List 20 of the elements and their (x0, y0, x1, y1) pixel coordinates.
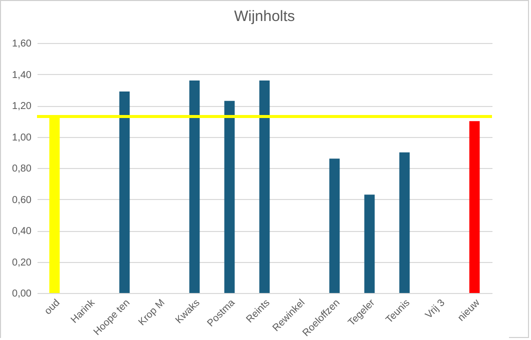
bar (119, 91, 130, 293)
bar (329, 158, 340, 293)
bar (259, 80, 270, 293)
y-tick-label: 1,00 (12, 132, 32, 144)
y-tick-label: 1,40 (12, 70, 32, 81)
y-tick-label: 0,40 (12, 226, 32, 237)
y-tick-label: 0,20 (12, 257, 32, 268)
y-tick-label: 0,80 (12, 164, 32, 174)
chart-title: Wijnholts (234, 8, 295, 25)
x-tick-label: oud (42, 298, 62, 318)
bar (224, 100, 235, 293)
y-tick-label: 1,20 (12, 101, 32, 112)
y-tick-label: 0,00 (12, 288, 32, 300)
bar (189, 80, 200, 293)
y-tick-label: 0,60 (12, 194, 32, 206)
bar (469, 121, 480, 293)
y-tick-label: 1,60 (12, 38, 32, 50)
bar (399, 152, 410, 293)
bar (364, 194, 375, 293)
x-tick-label: Vrij 3 (424, 297, 448, 322)
